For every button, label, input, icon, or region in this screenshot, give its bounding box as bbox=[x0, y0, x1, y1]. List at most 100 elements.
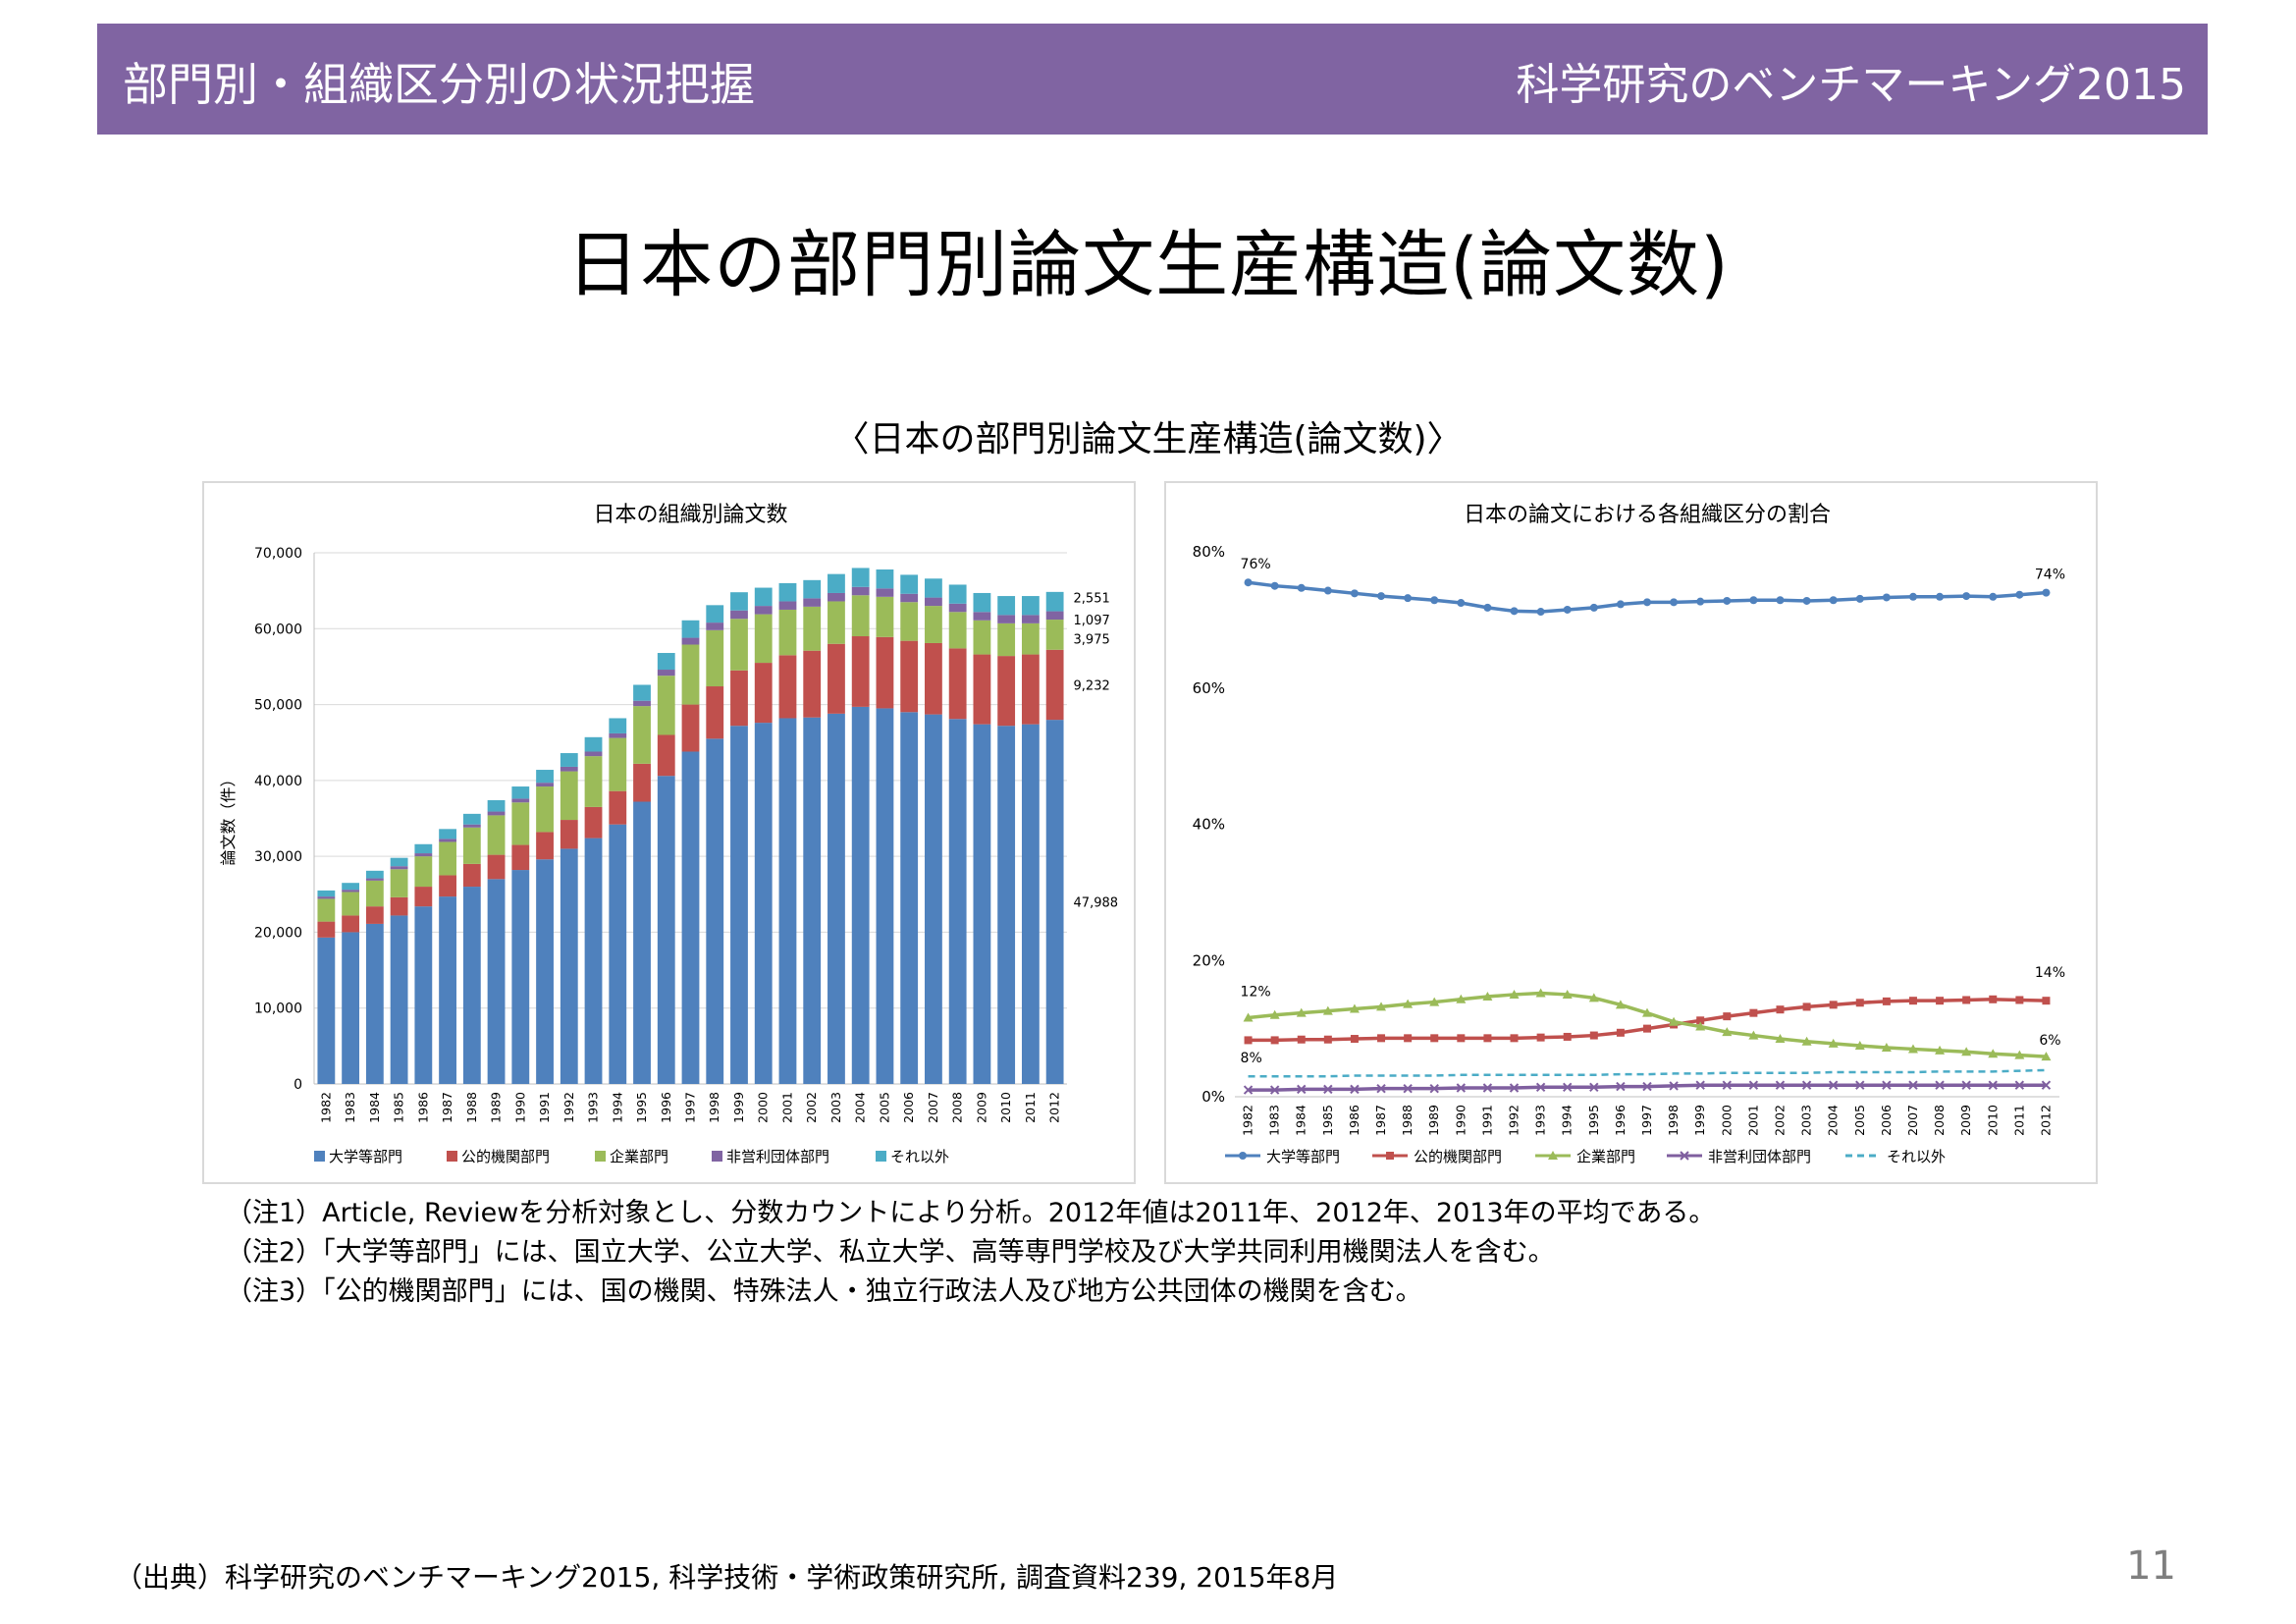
x-tick-label: 1995 bbox=[634, 1092, 649, 1123]
y-tick-label: 20,000 bbox=[254, 925, 302, 941]
data-point bbox=[1670, 598, 1679, 607]
data-point bbox=[1430, 1034, 1439, 1043]
data-point bbox=[1243, 1085, 1254, 1095]
x-tick-label: 2000 bbox=[756, 1092, 771, 1123]
bar-segment bbox=[439, 896, 456, 1084]
data-point bbox=[1615, 1000, 1626, 1009]
bar-segment bbox=[609, 732, 627, 738]
bar-segment bbox=[439, 839, 456, 842]
y-tick-label: 50,000 bbox=[254, 698, 302, 714]
bar-segment bbox=[754, 723, 773, 1084]
data-point bbox=[1322, 1005, 1333, 1015]
data-point bbox=[1404, 594, 1413, 603]
bar-segment bbox=[342, 883, 360, 891]
x-tick-label: 1990 bbox=[512, 1092, 527, 1123]
chart-title: 日本の論文における各組織区分の割合 bbox=[1464, 503, 1831, 527]
bar-segment bbox=[560, 753, 578, 767]
bar-segment bbox=[900, 574, 919, 594]
x-tick-label: 1985 bbox=[1320, 1105, 1335, 1136]
bar-segment bbox=[900, 602, 919, 641]
bar-segment bbox=[560, 848, 578, 1084]
x-tick-label: 1986 bbox=[415, 1092, 430, 1123]
x-tick-label: 1986 bbox=[1347, 1105, 1362, 1136]
bar-segment bbox=[851, 595, 870, 637]
bar-segment bbox=[633, 706, 651, 764]
x-tick-label: 2004 bbox=[853, 1092, 868, 1123]
bar-segment bbox=[851, 586, 870, 596]
bar-segment bbox=[948, 584, 967, 604]
data-point bbox=[1296, 1007, 1307, 1017]
x-tick-label: 1988 bbox=[1400, 1105, 1415, 1136]
data-label: 47,988 bbox=[1074, 896, 1119, 911]
x-tick-label: 2009 bbox=[1958, 1105, 1973, 1136]
bar-segment bbox=[778, 609, 797, 656]
data-point bbox=[1588, 993, 1599, 1002]
note-3: （注3）「公的機関部門」には、国の機関、特殊法人・独立行政法人及び地方公共団体の… bbox=[226, 1276, 1422, 1307]
data-point bbox=[1802, 1002, 1811, 1011]
bar-segment bbox=[1045, 720, 1064, 1084]
bar-segment bbox=[997, 726, 1016, 1084]
y-tick-label: 20% bbox=[1193, 951, 1225, 969]
y-axis-label: 論文数（件） bbox=[219, 771, 238, 865]
bar-segment bbox=[487, 799, 506, 812]
bar-segment bbox=[657, 653, 675, 671]
data-point bbox=[1855, 594, 1864, 603]
x-tick-label: 1991 bbox=[1479, 1105, 1494, 1136]
x-tick-label: 2005 bbox=[877, 1092, 891, 1123]
source-citation: （出典）科学研究のベンチマーキング2015, 科学技術・学術政策研究所, 調査資… bbox=[115, 1561, 1339, 1594]
bar-segment bbox=[754, 614, 773, 664]
bar-segment bbox=[462, 827, 481, 864]
legend-label: それ以外 bbox=[890, 1148, 949, 1165]
data-label: 8% bbox=[1241, 1051, 1262, 1066]
data-point bbox=[1908, 997, 1917, 1005]
bar-segment bbox=[948, 612, 967, 649]
bar-segment bbox=[681, 620, 700, 638]
data-point bbox=[1456, 1083, 1467, 1093]
x-tick-label: 1983 bbox=[343, 1092, 357, 1123]
data-point bbox=[1562, 989, 1573, 999]
bar-segment bbox=[681, 751, 700, 1084]
data-label: 74% bbox=[2035, 568, 2065, 583]
x-tick-label: 2007 bbox=[1905, 1105, 1920, 1136]
bar-segment bbox=[778, 655, 797, 719]
data-point bbox=[1962, 996, 1971, 1004]
bar-segment bbox=[439, 875, 456, 897]
x-tick-label: 2003 bbox=[828, 1092, 843, 1123]
bar-segment bbox=[876, 596, 894, 637]
bar-segment bbox=[657, 670, 675, 677]
data-point bbox=[1323, 1035, 1332, 1044]
data-point bbox=[1989, 592, 1998, 601]
data-label: 3,975 bbox=[1074, 632, 1110, 647]
bar-segment bbox=[317, 898, 336, 922]
x-tick-label: 2011 bbox=[2011, 1105, 2026, 1136]
bar-segment bbox=[609, 824, 627, 1084]
bar-segment bbox=[511, 844, 530, 871]
data-point bbox=[1776, 596, 1785, 605]
bar-segment bbox=[900, 712, 919, 1084]
data-point bbox=[1882, 997, 1891, 1005]
data-point bbox=[1482, 1083, 1493, 1093]
x-tick-label: 2000 bbox=[1719, 1105, 1734, 1136]
data-point bbox=[1801, 1036, 1812, 1046]
bar-segment bbox=[584, 838, 603, 1084]
bar-segment bbox=[487, 811, 506, 816]
x-tick-label: 2007 bbox=[926, 1092, 940, 1123]
bar-segment bbox=[342, 890, 360, 893]
x-tick-label: 2010 bbox=[1985, 1105, 2000, 1136]
y-tick-label: 0 bbox=[294, 1077, 302, 1093]
data-point bbox=[1881, 1043, 1892, 1053]
bar-segment bbox=[1045, 620, 1064, 650]
bar-segment bbox=[536, 832, 554, 860]
bar-segment bbox=[828, 643, 845, 714]
data-point bbox=[1510, 1034, 1519, 1043]
data-point bbox=[1589, 1031, 1598, 1040]
data-point bbox=[1961, 1047, 1972, 1056]
data-point bbox=[1829, 1001, 1838, 1009]
bar-segment bbox=[925, 642, 942, 715]
data-point bbox=[1535, 988, 1546, 998]
bar-segment bbox=[730, 619, 748, 671]
x-tick-label: 1989 bbox=[1426, 1105, 1441, 1136]
data-point bbox=[2015, 590, 2024, 599]
data-point bbox=[1748, 1080, 1759, 1090]
legend-swatch bbox=[712, 1151, 722, 1162]
